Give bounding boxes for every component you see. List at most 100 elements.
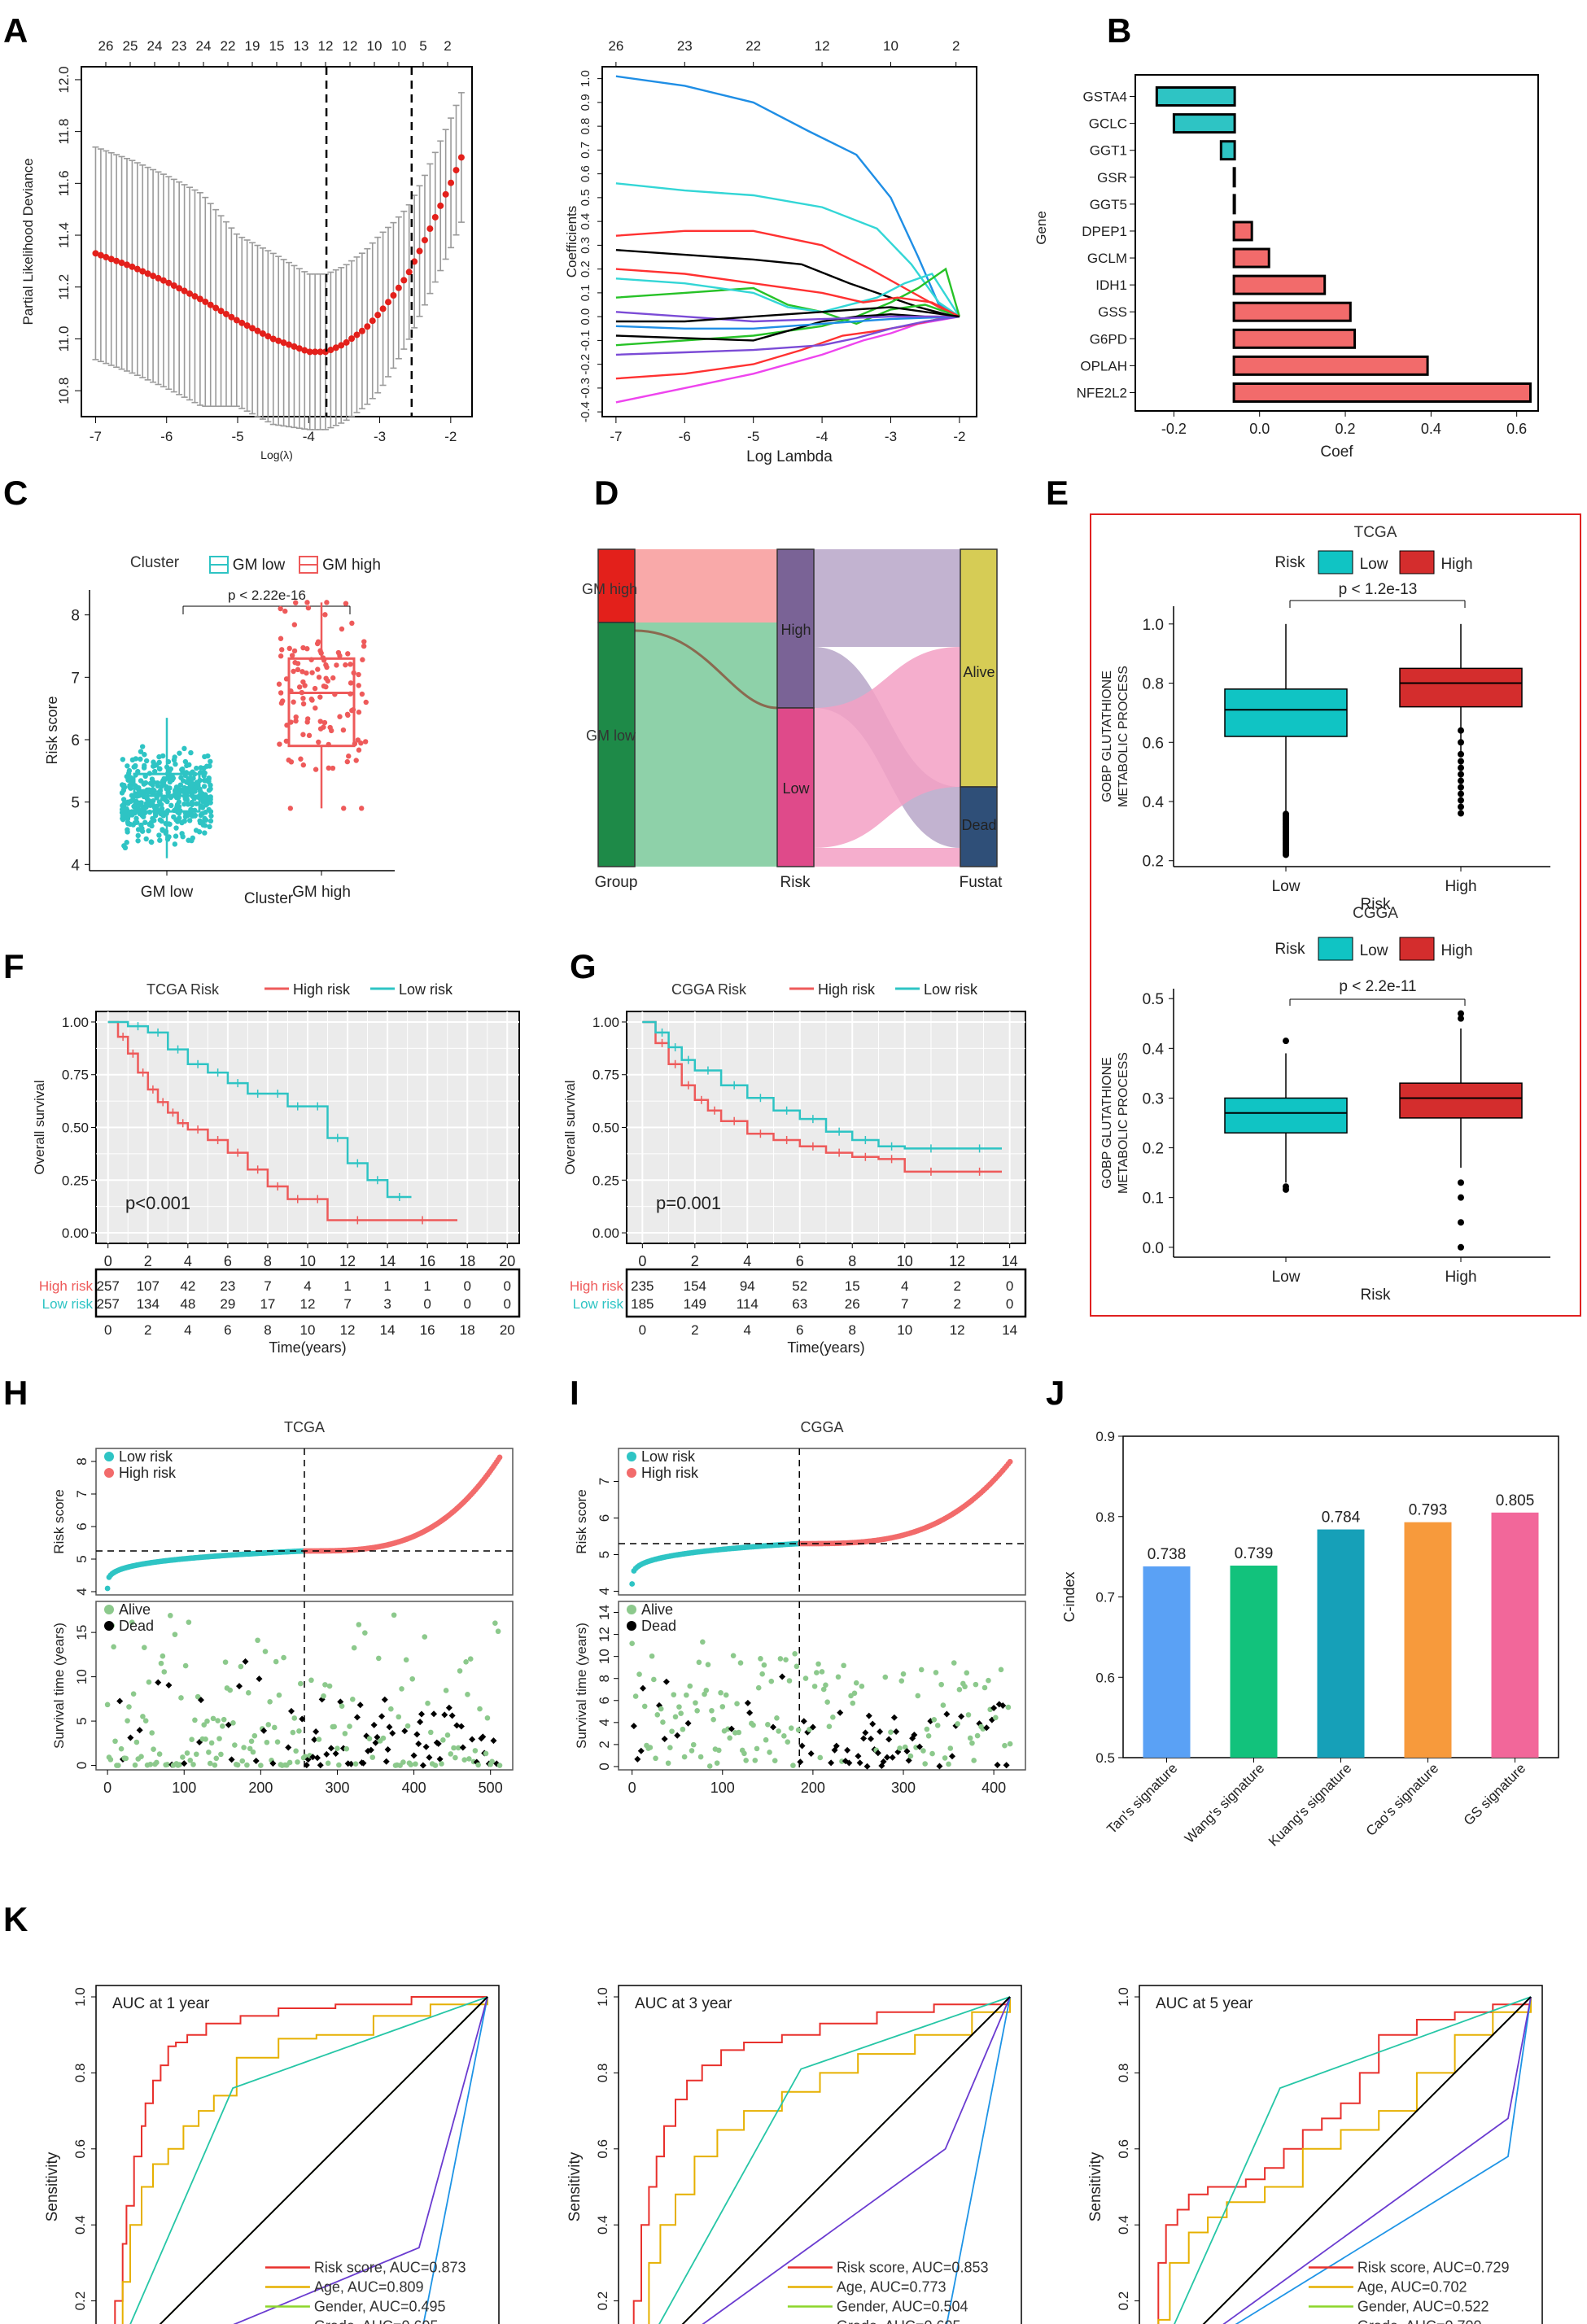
c-jitter-point — [173, 825, 179, 831]
i-alive-point — [700, 1639, 706, 1645]
h-alive-point — [222, 1659, 229, 1665]
h-dead-point — [242, 1658, 249, 1665]
h-alive-point — [495, 1628, 501, 1635]
c-box — [133, 772, 201, 813]
h-alive-point — [221, 1716, 227, 1723]
h-alive-point — [408, 1762, 414, 1767]
h-alive-point — [290, 1729, 296, 1736]
b-gene-label: GSS — [1098, 304, 1127, 320]
c-jitter-point — [317, 719, 323, 724]
e2-legend-key — [1399, 937, 1435, 961]
i-dead-point — [837, 1709, 844, 1716]
f-risk-count: 42 — [180, 1278, 195, 1294]
c-jitter-point — [156, 832, 162, 838]
c-jitter-point — [149, 823, 155, 829]
i-dead-point — [889, 1754, 896, 1761]
a1-y-axis-title: Partial Likelihood Deviance — [20, 158, 36, 325]
c-jitter-point — [159, 802, 164, 807]
k3-legend-label: Gender, AUC=0.522 — [1357, 2299, 1489, 2315]
g-risk-count: 7 — [901, 1296, 908, 1312]
f-risk-count: 1 — [423, 1278, 431, 1294]
c-jitter-point — [324, 600, 330, 605]
k2-legend-label: Gender, AUC=0.504 — [837, 2299, 968, 2315]
f-legend-title: TCGA Risk — [146, 981, 220, 998]
i-legend-label: Dead — [641, 1618, 676, 1634]
c-jitter-point — [328, 727, 334, 734]
e1-y-axis-title: GOBP GLUTATHIONE — [1100, 671, 1114, 802]
i-y-tick-label: 10 — [597, 1649, 612, 1664]
h-alive-point — [297, 1680, 304, 1687]
c-jitter-point — [317, 694, 323, 700]
i-alive-point — [1002, 1742, 1008, 1749]
k2-y-tick-label: 0.8 — [595, 2064, 610, 2083]
e2-outlier — [1458, 1219, 1464, 1226]
h-alive-point — [465, 1692, 470, 1697]
a2-top-tick: 22 — [745, 38, 761, 54]
a1-point — [217, 308, 225, 315]
a1-top-tick: 25 — [123, 38, 138, 54]
a1-x-tick-label: -4 — [303, 429, 315, 444]
h-alive-point — [212, 1762, 218, 1768]
d-node-label: High — [780, 622, 811, 638]
c-jitter-point — [330, 765, 336, 771]
f-risk-count: 12 — [300, 1296, 316, 1312]
e2-y-tick-label: 0.1 — [1143, 1190, 1164, 1208]
j-x-tick-label: Cao's signature — [1363, 1760, 1442, 1839]
g-y-tick-label: 0.50 — [592, 1120, 619, 1136]
c-y-tick-label: 6 — [71, 732, 80, 749]
c-jitter-point — [305, 605, 312, 611]
b-x-axis-title: Coef — [1320, 443, 1353, 461]
j-y-tick-label: 0.5 — [1095, 1750, 1115, 1766]
h-alive-point — [129, 1619, 135, 1625]
h-dead-point — [441, 1711, 448, 1719]
b-gene-label: GGT1 — [1090, 143, 1127, 159]
i-alive-point — [687, 1683, 693, 1689]
i-y-tick-label: 6 — [597, 1514, 612, 1522]
b-gene-label: GCLC — [1089, 116, 1127, 132]
h-y-tick-label: 7 — [74, 1490, 90, 1497]
a1-point — [269, 335, 277, 343]
c-jitter-point — [278, 690, 284, 696]
h-alive-point — [151, 1746, 156, 1752]
c-x-axis-title: Cluster — [244, 890, 294, 907]
c-jitter-point — [296, 684, 303, 690]
f-x-tick-label: 8 — [264, 1253, 272, 1269]
c-jitter-point — [177, 782, 184, 788]
d-node-label: Dead — [961, 817, 996, 833]
j-bar-label: 0.805 — [1496, 1492, 1535, 1509]
a1-point — [97, 251, 104, 259]
f-y-axis-title: Overall survival — [32, 1080, 47, 1174]
i-dead-point — [999, 1702, 1007, 1710]
f-risk-count: 0 — [463, 1296, 470, 1312]
i-alive-point — [763, 1736, 769, 1743]
c-jitter-point — [194, 801, 199, 806]
i-alive-point — [956, 1687, 963, 1693]
h-alive-point — [477, 1706, 483, 1712]
i-dead-point — [868, 1735, 874, 1742]
e1-y-axis-title: METABOLIC PROCESS — [1117, 666, 1130, 807]
f-y-tick-label: 1.00 — [62, 1015, 89, 1030]
b-x-tick-label: 0.6 — [1506, 421, 1527, 437]
i-alive-point — [730, 1653, 737, 1658]
a2-x-tick-label: -7 — [610, 429, 622, 444]
a1-top-tick: 13 — [294, 38, 309, 54]
a1-point — [390, 292, 397, 299]
k1-y-tick-label: 0.4 — [72, 2215, 88, 2234]
f-risk-count: 7 — [343, 1296, 351, 1312]
h-dead-point — [419, 1762, 426, 1769]
h-x-tick-label: 0 — [103, 1780, 111, 1796]
i-alive-point — [752, 1758, 759, 1763]
i-dead-point — [797, 1758, 804, 1766]
c-jitter-point — [172, 754, 177, 760]
a1-point — [291, 343, 298, 350]
j-y-axis-title: C-index — [1061, 1571, 1078, 1622]
c-jitter-point — [127, 784, 133, 790]
i-top-panel — [618, 1448, 1026, 1596]
i-alive-point — [826, 1723, 833, 1730]
c-jitter-point — [277, 741, 282, 747]
i-legend-key — [627, 1452, 636, 1461]
i-dead-point — [661, 1736, 668, 1743]
e1-box — [1399, 667, 1523, 708]
c-y-tick-label: 7 — [71, 670, 80, 687]
h-alive-point — [161, 1669, 168, 1675]
